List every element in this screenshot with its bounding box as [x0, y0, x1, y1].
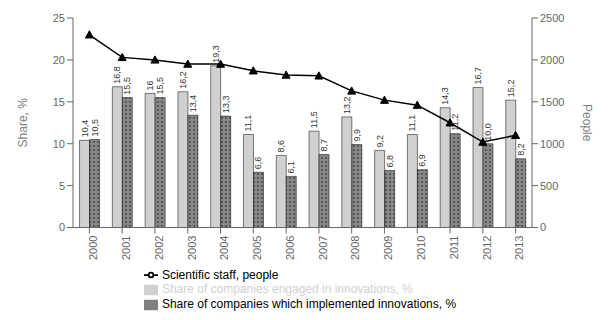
svg-text:15,2: 15,2 — [506, 80, 516, 98]
svg-text:13,2: 13,2 — [342, 96, 352, 114]
svg-text:11,2: 11,2 — [450, 114, 460, 131]
svg-text:10,0: 10,0 — [483, 123, 493, 141]
svg-text:16,2: 16,2 — [178, 71, 188, 89]
svg-text:6,9: 6,9 — [417, 154, 427, 167]
svg-text:2007: 2007 — [317, 236, 329, 260]
svg-text:2001: 2001 — [120, 236, 132, 260]
svg-text:8,7: 8,7 — [319, 139, 329, 152]
svg-text:2010: 2010 — [415, 236, 427, 260]
svg-text:14,3: 14,3 — [440, 87, 450, 105]
svg-text:16,7: 16,7 — [473, 67, 483, 85]
svg-text:19,3: 19,3 — [211, 45, 221, 63]
svg-text:0: 0 — [59, 221, 65, 233]
svg-text:2008: 2008 — [349, 236, 361, 260]
svg-text:11,1: 11,1 — [407, 115, 417, 132]
svg-text:2004: 2004 — [218, 236, 230, 260]
svg-text:Share, %: Share, % — [16, 98, 30, 148]
svg-text:13,4: 13,4 — [188, 95, 198, 113]
svg-text:9,2: 9,2 — [375, 135, 385, 148]
svg-text:1000: 1000 — [540, 138, 564, 150]
svg-text:16: 16 — [145, 80, 155, 90]
svg-text:15,5: 15,5 — [122, 77, 132, 95]
svg-text:20: 20 — [53, 54, 65, 66]
svg-text:15,5: 15,5 — [155, 77, 165, 95]
svg-text:2000: 2000 — [540, 54, 564, 66]
svg-text:25: 25 — [53, 12, 65, 24]
svg-text:11,1: 11,1 — [243, 115, 253, 132]
svg-text:2000: 2000 — [87, 236, 99, 260]
svg-text:2003: 2003 — [186, 236, 198, 260]
svg-text:10,4: 10,4 — [80, 120, 90, 138]
svg-text:0: 0 — [540, 221, 546, 233]
svg-text:5: 5 — [59, 180, 65, 192]
svg-text:6,6: 6,6 — [253, 157, 263, 170]
svg-text:2011: 2011 — [448, 236, 460, 260]
html-text:Share of companies which imple: Share of companies which implemented inn… — [161, 297, 457, 312]
svg-text:8,6: 8,6 — [276, 140, 286, 153]
svg-text:2002: 2002 — [153, 236, 165, 260]
svg-text:10: 10 — [53, 138, 65, 150]
svg-text:16,8: 16,8 — [112, 66, 122, 84]
svg-text:8,2: 8,2 — [516, 143, 526, 156]
svg-text:2006: 2006 — [284, 236, 296, 260]
svg-text:500: 500 — [540, 180, 558, 192]
svg-text:2005: 2005 — [251, 236, 263, 260]
svg-text:11,5: 11,5 — [309, 111, 319, 128]
svg-text:6,8: 6,8 — [385, 155, 395, 168]
svg-text:2009: 2009 — [382, 236, 394, 260]
svg-text:2013: 2013 — [513, 236, 525, 260]
svg-text:10,5: 10,5 — [90, 119, 100, 137]
svg-text:6,1: 6,1 — [286, 161, 296, 174]
svg-text:People: People — [580, 104, 594, 142]
svg-text:2500: 2500 — [540, 12, 564, 24]
svg-text:2012: 2012 — [481, 236, 493, 260]
svg-text:13,3: 13,3 — [221, 96, 231, 114]
svg-text:15: 15 — [53, 96, 65, 108]
svg-text:9,9: 9,9 — [352, 129, 362, 142]
svg-text:1500: 1500 — [540, 96, 564, 108]
html-text:Scientific staff, people: Scientific staff, people — [161, 267, 279, 282]
html-text:Share of companies engaged in: Share of companies engaged in innovation… — [161, 282, 413, 297]
